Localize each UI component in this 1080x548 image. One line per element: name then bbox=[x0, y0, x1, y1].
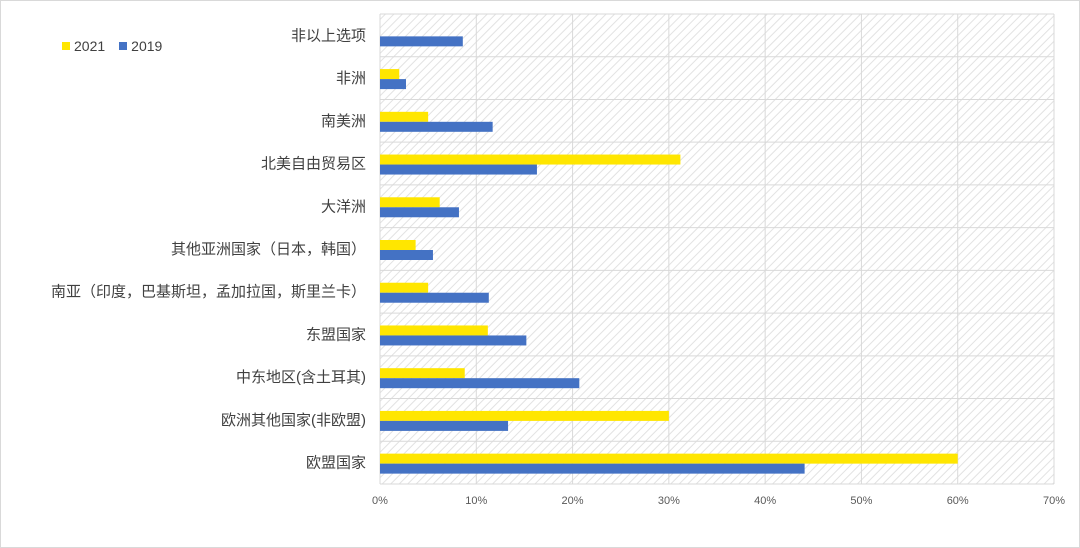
category-label: 非洲 bbox=[336, 70, 366, 87]
x-tick-label: 30% bbox=[658, 495, 680, 507]
bar-2021 bbox=[380, 240, 416, 250]
bar-2019 bbox=[380, 250, 433, 260]
x-tick-label: 70% bbox=[1043, 495, 1065, 507]
bar-2021 bbox=[380, 325, 488, 336]
bar-2021 bbox=[380, 453, 958, 464]
x-tick-label: 60% bbox=[947, 495, 969, 507]
category-label: 其他亚洲国家（日本，韩国） bbox=[171, 241, 366, 258]
bar-2019 bbox=[380, 463, 805, 474]
bar-2019 bbox=[380, 420, 509, 431]
x-tick-label: 40% bbox=[754, 495, 776, 507]
x-tick-label: 0% bbox=[372, 495, 388, 507]
bar-2021 bbox=[380, 154, 681, 165]
category-label: 北美自由贸易区 bbox=[261, 156, 366, 173]
bar-2021 bbox=[380, 69, 400, 80]
category-label: 非以上选项 bbox=[291, 27, 366, 44]
bar-2019 bbox=[380, 36, 463, 47]
bar-2019 bbox=[380, 292, 489, 303]
category-label: 东盟国家 bbox=[306, 326, 366, 343]
category-label: 南亚（印度，巴基斯坦，孟加拉国，斯里兰卡） bbox=[51, 284, 366, 301]
category-label: 大洋洲 bbox=[321, 198, 366, 215]
category-label: 欧洲其他国家(非欧盟) bbox=[221, 412, 366, 429]
x-tick-label: 50% bbox=[850, 495, 872, 507]
bar-2021 bbox=[380, 197, 440, 208]
bar-2021 bbox=[380, 282, 429, 293]
bar-2019 bbox=[380, 335, 527, 346]
plot-area bbox=[380, 14, 1054, 484]
category-label: 欧盟国家 bbox=[306, 455, 366, 472]
category-label: 南美洲 bbox=[321, 113, 366, 130]
legend-swatch-2019 bbox=[119, 42, 128, 50]
bar-2021 bbox=[380, 368, 465, 379]
legend-label-2021: 2021 bbox=[74, 38, 106, 54]
legend-label-2019: 2019 bbox=[131, 38, 163, 54]
x-tick-label: 20% bbox=[562, 495, 584, 507]
legend-item-2021: 2021 bbox=[62, 38, 105, 54]
category-label: 中东地区(含土耳其) bbox=[236, 369, 366, 386]
bar-2019 bbox=[380, 378, 580, 389]
bar-2019 bbox=[380, 79, 406, 90]
bar-2019 bbox=[380, 207, 459, 218]
legend: 2021 2019 bbox=[62, 38, 162, 54]
bar-2019 bbox=[380, 164, 537, 175]
legend-item-2019: 2019 bbox=[119, 38, 162, 54]
bar-2019 bbox=[380, 121, 493, 132]
bar-2021 bbox=[380, 410, 669, 421]
legend-swatch-2021 bbox=[62, 42, 70, 50]
x-tick-label: 10% bbox=[465, 495, 487, 507]
bar-2021 bbox=[380, 111, 429, 122]
